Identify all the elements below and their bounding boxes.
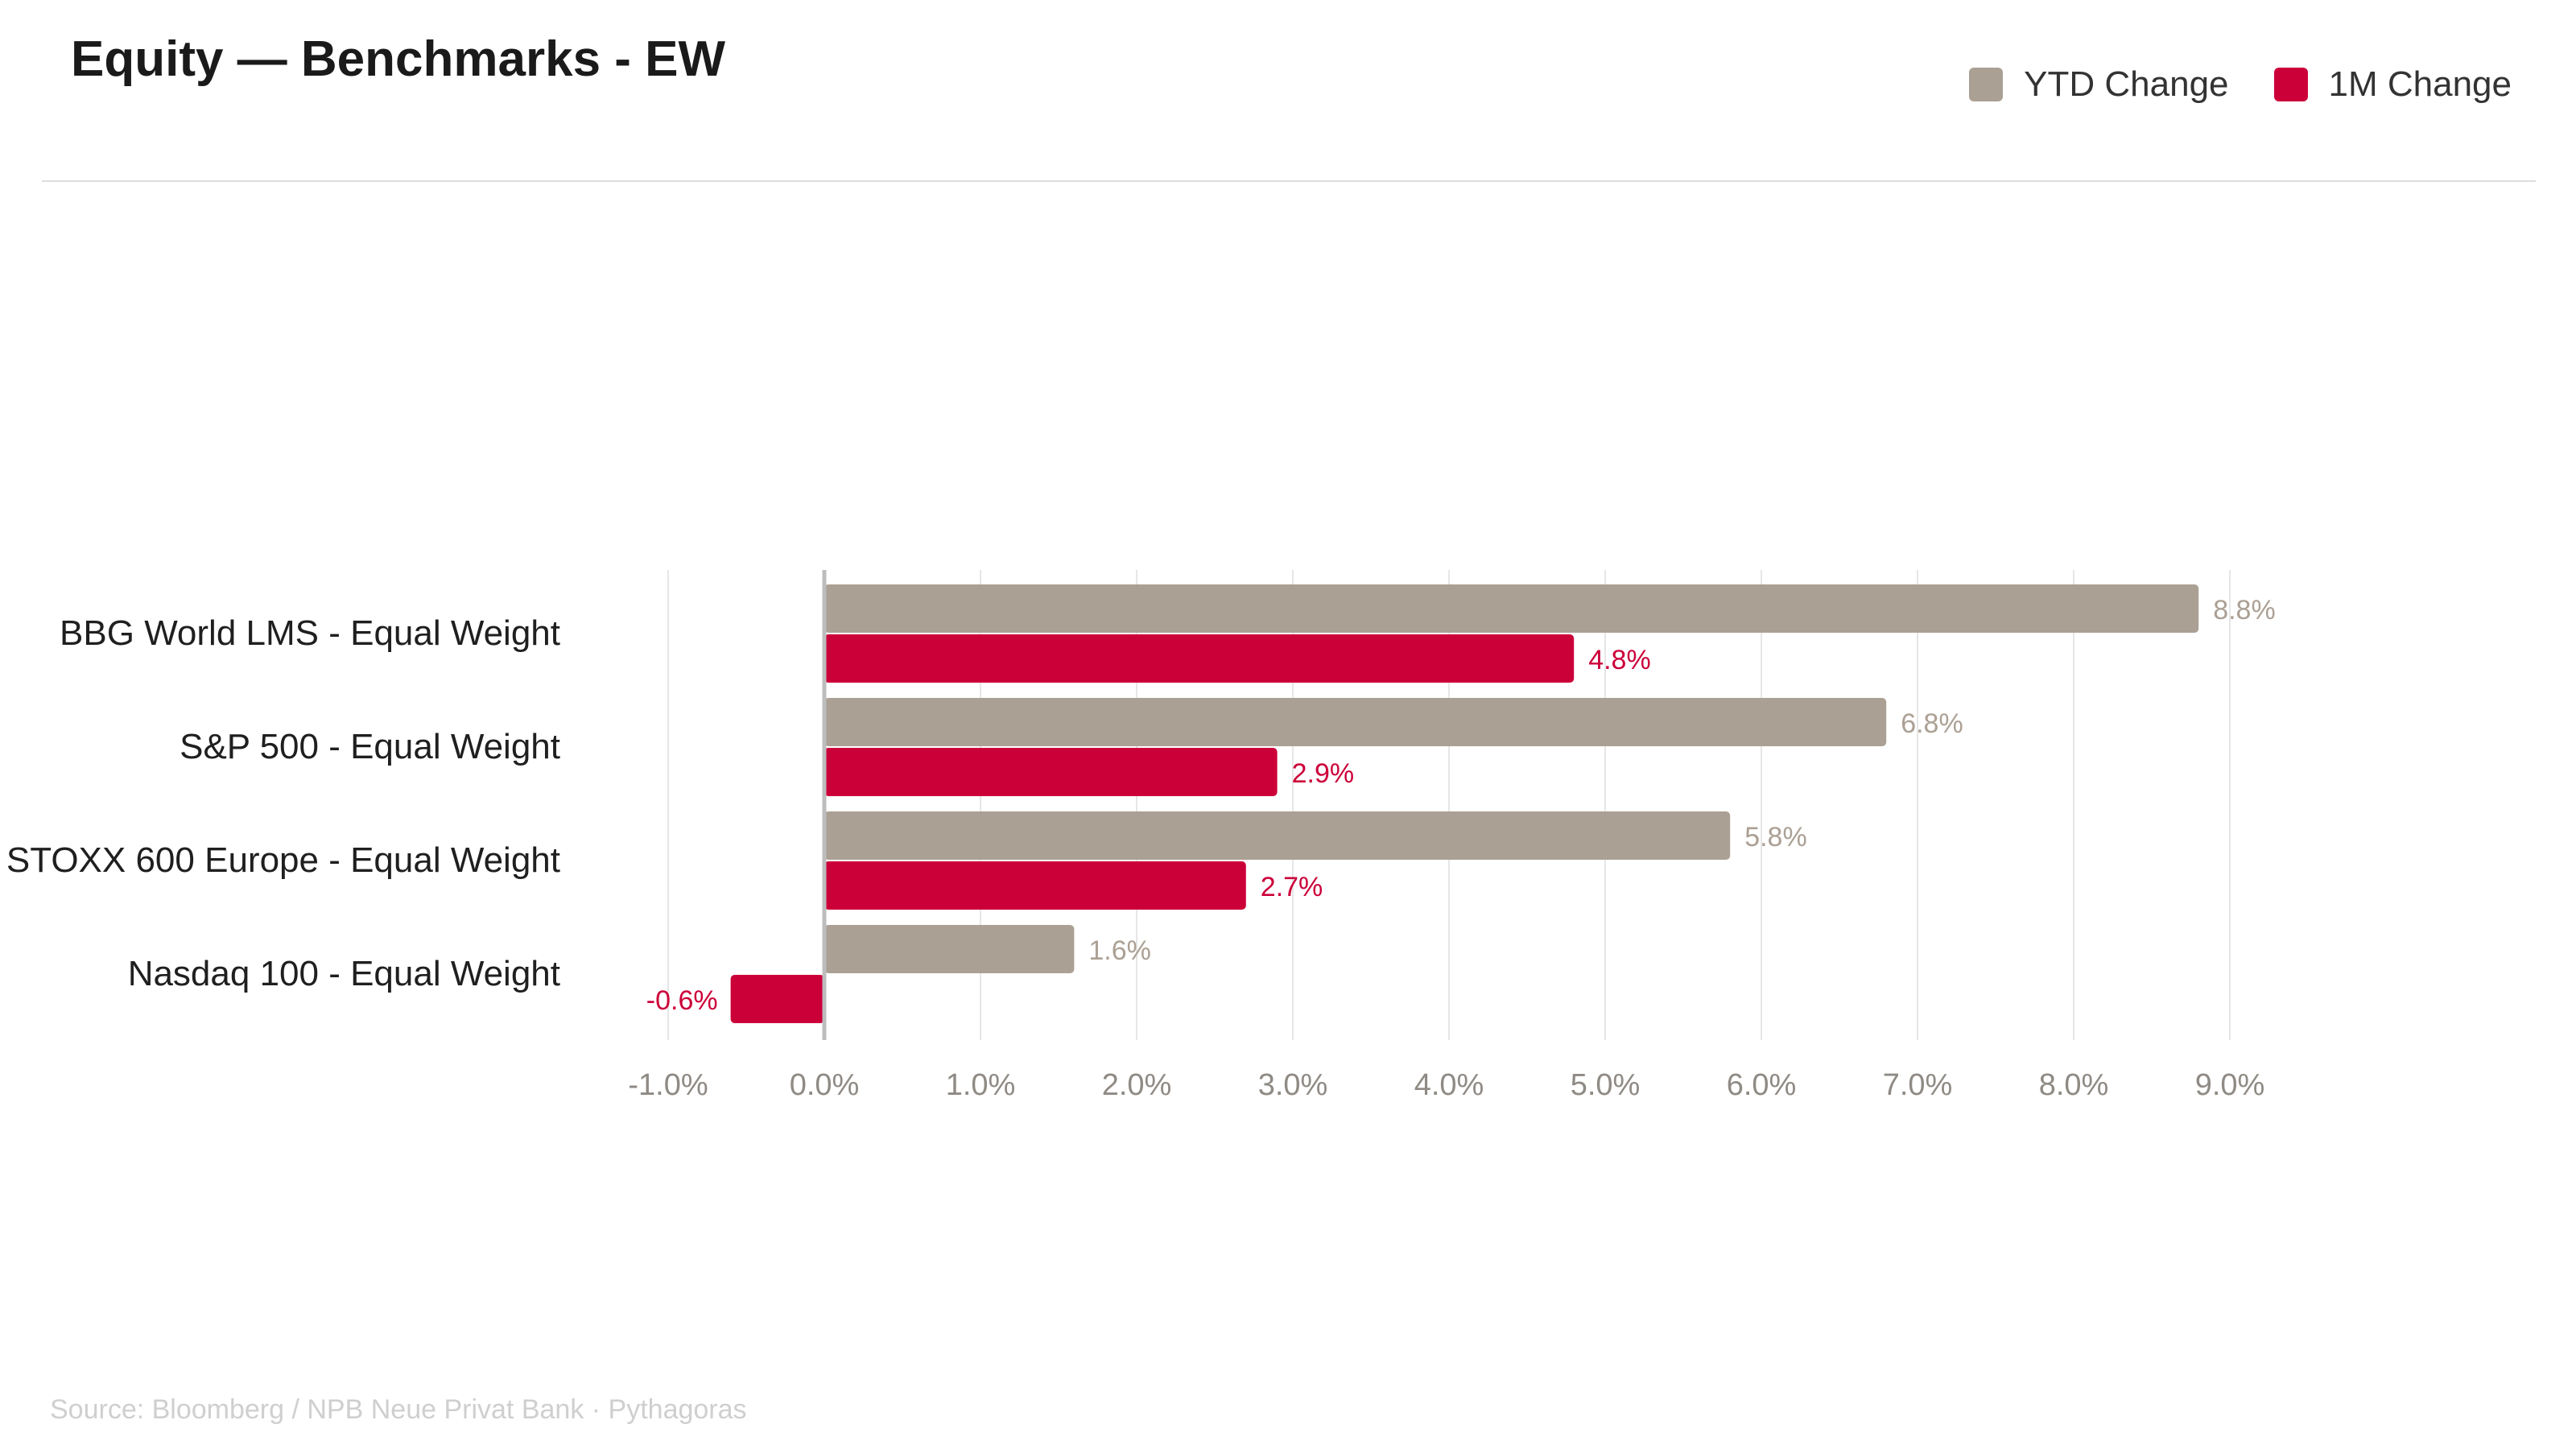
x-tick-label: 3.0%: [1258, 1068, 1328, 1102]
category-label: Nasdaq 100 - Equal Weight: [128, 954, 560, 993]
data-label: -0.6%: [646, 985, 718, 1016]
header-divider: [42, 180, 2536, 182]
legend-label-1m: 1M Change: [2328, 64, 2512, 104]
bar-ytd: [824, 811, 1731, 860]
legend: YTD Change 1M Change: [1969, 64, 2512, 105]
x-tick-label: 2.0%: [1102, 1068, 1172, 1102]
bar-ytd: [824, 925, 1075, 973]
data-label: 2.7%: [1261, 872, 1323, 902]
x-tick-label: 6.0%: [1727, 1068, 1797, 1102]
legend-swatch-ytd: [1969, 68, 2004, 101]
legend-swatch-1m: [2273, 68, 2308, 101]
bar-1m: [824, 748, 1278, 796]
bar-1m: [824, 634, 1575, 683]
category-label: BBG World LMS - Equal Weight: [60, 613, 560, 653]
legend-label-ytd: YTD Change: [2024, 64, 2229, 104]
source-note: Source: Bloomberg / NPB Neue Privat Bank…: [50, 1394, 747, 1425]
legend-item-1m[interactable]: 1M Change: [2273, 64, 2512, 105]
bar-1m: [824, 861, 1246, 910]
bar-ytd: [824, 698, 1887, 746]
bar-ytd: [824, 584, 2199, 633]
x-tick-label: 5.0%: [1571, 1068, 1641, 1102]
data-label: 8.8%: [2213, 595, 2276, 625]
x-tick-label: 0.0%: [790, 1068, 860, 1102]
category-label: STOXX 600 Europe - Equal Weight: [6, 840, 560, 880]
x-tick-label: -1.0%: [628, 1068, 708, 1102]
x-tick-label: 7.0%: [1883, 1068, 1953, 1102]
x-tick-label: 9.0%: [2195, 1068, 2265, 1102]
legend-item-ytd[interactable]: YTD Change: [1969, 64, 2229, 105]
data-label: 4.8%: [1588, 645, 1651, 675]
data-label: 2.9%: [1292, 758, 1355, 789]
x-tick-label: 4.0%: [1414, 1068, 1484, 1102]
data-label: 5.8%: [1744, 822, 1807, 852]
x-tick-label: 8.0%: [2039, 1068, 2109, 1102]
x-tick-label: 1.0%: [946, 1068, 1016, 1102]
chart-title: Equity — Benchmarks - EW: [71, 31, 726, 87]
category-label: S&P 500 - Equal Weight: [180, 727, 560, 766]
data-label: 1.6%: [1088, 935, 1151, 966]
bar-1m: [730, 975, 824, 1023]
data-label: 6.8%: [1901, 708, 1963, 739]
